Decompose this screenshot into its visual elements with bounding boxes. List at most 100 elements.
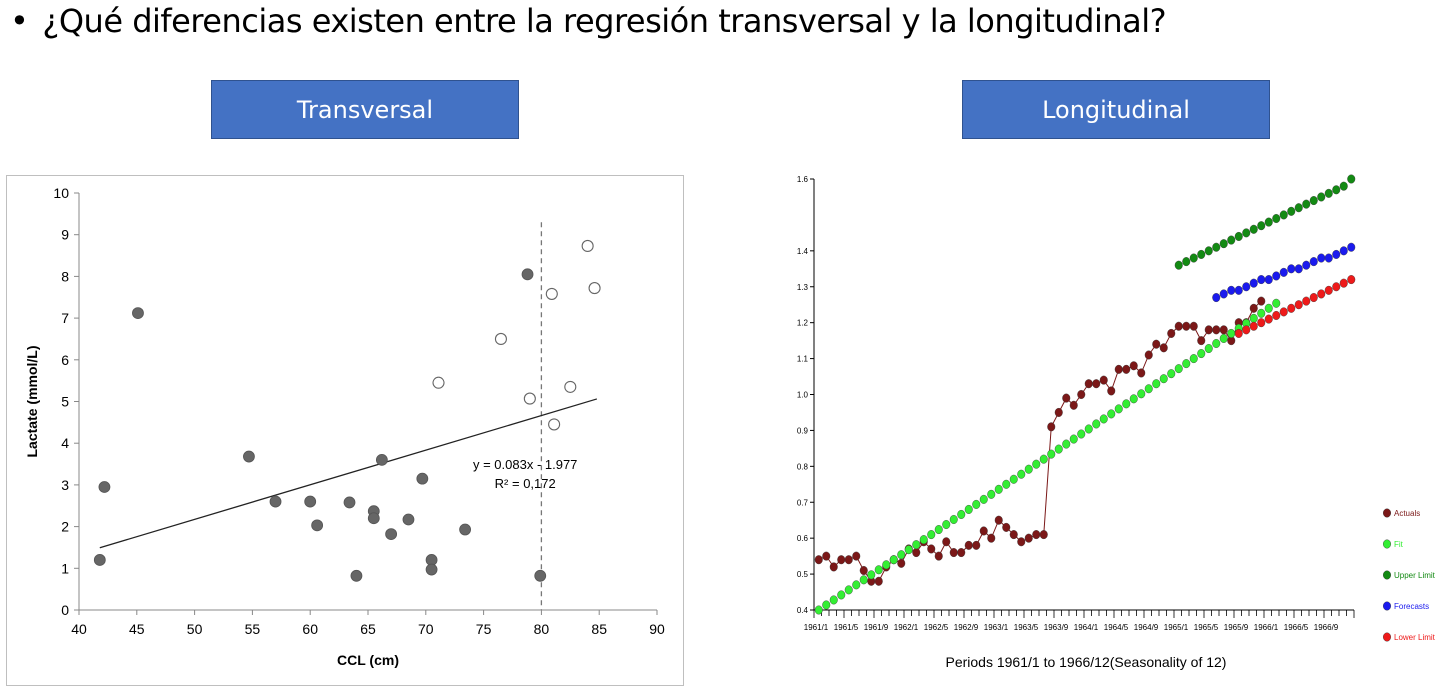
x-tick-label: 1962/5 [924, 623, 949, 632]
filled-data-point [521, 268, 534, 281]
fit-point [1077, 429, 1086, 439]
lower-limit-point [1339, 278, 1348, 288]
x-tick-label: 1961/5 [834, 623, 859, 632]
x-tick-label: 1962/1 [894, 623, 919, 632]
forecasts-point [1249, 278, 1258, 288]
fit-point [1092, 419, 1101, 429]
forecasts-point [1347, 242, 1356, 252]
actuals-point [844, 555, 853, 565]
longitudinal-time-series-chart: 0.4 0.5 0.6 0.7 0.8 0.9 1.0 1.1 1.2 1.3 1.4 1.6 1961… [790, 170, 1440, 690]
trendline-equation: y = 0.083x - 1.977 [473, 457, 577, 472]
actuals-point [1182, 321, 1191, 331]
filled-data-point [311, 519, 324, 532]
actuals-point [949, 548, 958, 558]
actuals-point [1167, 328, 1176, 338]
y-tick-label: 0.5 [797, 570, 809, 579]
x-tick-label: 90 [649, 621, 665, 637]
forecasts-point [1234, 285, 1243, 295]
fit-point [1144, 384, 1153, 394]
fit-point [949, 514, 958, 524]
fit-point [829, 595, 838, 605]
fit-point [964, 504, 973, 514]
x-axis-title: CCL (cm) [337, 652, 399, 668]
forecasts-point [1287, 264, 1296, 274]
forecasts-point [1257, 275, 1266, 285]
lower-limit-point [1287, 303, 1296, 313]
upper-limit-point [1212, 242, 1221, 252]
slide-question: • ¿Qué diferencias existen entre la regre… [10, 2, 1167, 40]
actuals-point [1212, 325, 1221, 335]
upper-limit-point [1204, 246, 1213, 256]
open-data-point [564, 380, 577, 393]
fit-legend-marker [1383, 539, 1392, 549]
y-tick-label: 9 [61, 227, 69, 243]
y-tick-label: 10 [53, 185, 69, 201]
actuals-point [1204, 325, 1213, 335]
actuals-point [1114, 364, 1123, 374]
lower-limit-point [1324, 285, 1333, 295]
forecasts-point [1212, 293, 1221, 303]
actuals-point [927, 544, 936, 554]
fit-point [912, 540, 921, 550]
fit-point [1137, 389, 1146, 399]
transversal-label-box: Transversal [211, 80, 519, 139]
actuals-point [1107, 386, 1116, 396]
upper-limit-point [1317, 192, 1326, 202]
y-axis-title: Lactate (mmol/L) [24, 345, 40, 457]
fit-point [889, 555, 898, 565]
y-tick-label: 1.2 [797, 319, 809, 328]
upper-limit-point [1219, 239, 1228, 249]
actuals-point [972, 540, 981, 550]
y-tick-label: 1.6 [797, 175, 809, 184]
actuals-point [994, 515, 1003, 525]
upper-limit-point [1242, 228, 1251, 238]
fit-point [1009, 474, 1018, 484]
forecasts-point [1332, 249, 1341, 259]
forecasts-point [1219, 289, 1228, 299]
filled-data-point [343, 496, 356, 509]
upper-limit-point [1272, 214, 1281, 224]
upper-limit-point [1332, 185, 1341, 195]
fit-point [1032, 459, 1041, 469]
x-tick-label: 70 [418, 621, 434, 637]
open-data-point [548, 418, 561, 431]
actuals-point [874, 576, 883, 586]
actuals-point [979, 526, 988, 536]
fit-point [852, 580, 861, 590]
fit-point [1167, 369, 1176, 379]
forecasts-legend-marker [1383, 601, 1392, 611]
y-tick-label: 1 [61, 560, 69, 576]
fit-point [1204, 344, 1213, 354]
actuals-point [1174, 321, 1183, 331]
y-tick-label: 4 [61, 435, 69, 451]
actuals-point [1144, 350, 1153, 360]
x-tick-label: 85 [591, 621, 607, 637]
x-tick-label: 60 [302, 621, 318, 637]
x-tick-label: 1964/9 [1134, 623, 1159, 632]
forecasts-point [1324, 253, 1333, 263]
y-tick-label: 5 [61, 394, 69, 410]
filled-data-point [402, 513, 415, 526]
actuals-point [934, 551, 943, 561]
x-tick-label: 1961/9 [864, 623, 889, 632]
lower-limit-legend-label: Lower Limit [1394, 633, 1436, 642]
filled-data-point [375, 453, 388, 466]
y-tick-label: 1.4 [797, 247, 809, 256]
x-tick-label: 45 [129, 621, 145, 637]
y-tick-label: 2 [61, 519, 69, 535]
filled-data-point [459, 523, 472, 536]
y-tick-label: 8 [61, 268, 69, 284]
actuals-point [1197, 336, 1206, 346]
upper-limit-point [1257, 221, 1266, 231]
filled-data-point [93, 554, 106, 566]
transversal-label: Transversal [296, 95, 434, 124]
filled-data-point [350, 569, 363, 582]
y-tick-label: 0.8 [797, 462, 809, 471]
actuals-point [1002, 522, 1011, 532]
forecasts-point [1242, 282, 1251, 292]
actuals-point [1152, 339, 1161, 349]
actuals-point [942, 537, 951, 547]
upper-limit-point [1234, 231, 1243, 241]
actuals-point [1249, 303, 1258, 313]
upper-limit-point [1294, 203, 1303, 213]
